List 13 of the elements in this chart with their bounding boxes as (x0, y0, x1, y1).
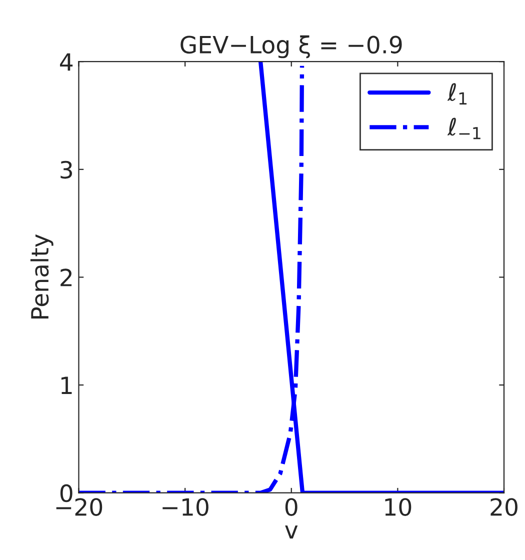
legend-label: ℓ$_{−1}$ (447, 118, 480, 140)
legend-label: ℓ$_{1}$ (447, 83, 467, 104)
y-tick-label: 1 (61, 376, 72, 394)
y-tick-label: 3 (60, 160, 72, 179)
y-axis-title: Penalty (30, 234, 54, 318)
x-tick-label: 0 (285, 498, 298, 516)
chart-title: GEV−Log ξ = −0.9 (180, 35, 402, 58)
x-tick-label: 20 (490, 498, 518, 516)
x-tick-label: −10 (162, 498, 208, 516)
x-axis-title: v (285, 526, 298, 538)
x-tick-label: 10 (385, 498, 412, 516)
y-tick-label: 4 (60, 53, 73, 71)
y-tick-label: 2 (60, 268, 72, 286)
